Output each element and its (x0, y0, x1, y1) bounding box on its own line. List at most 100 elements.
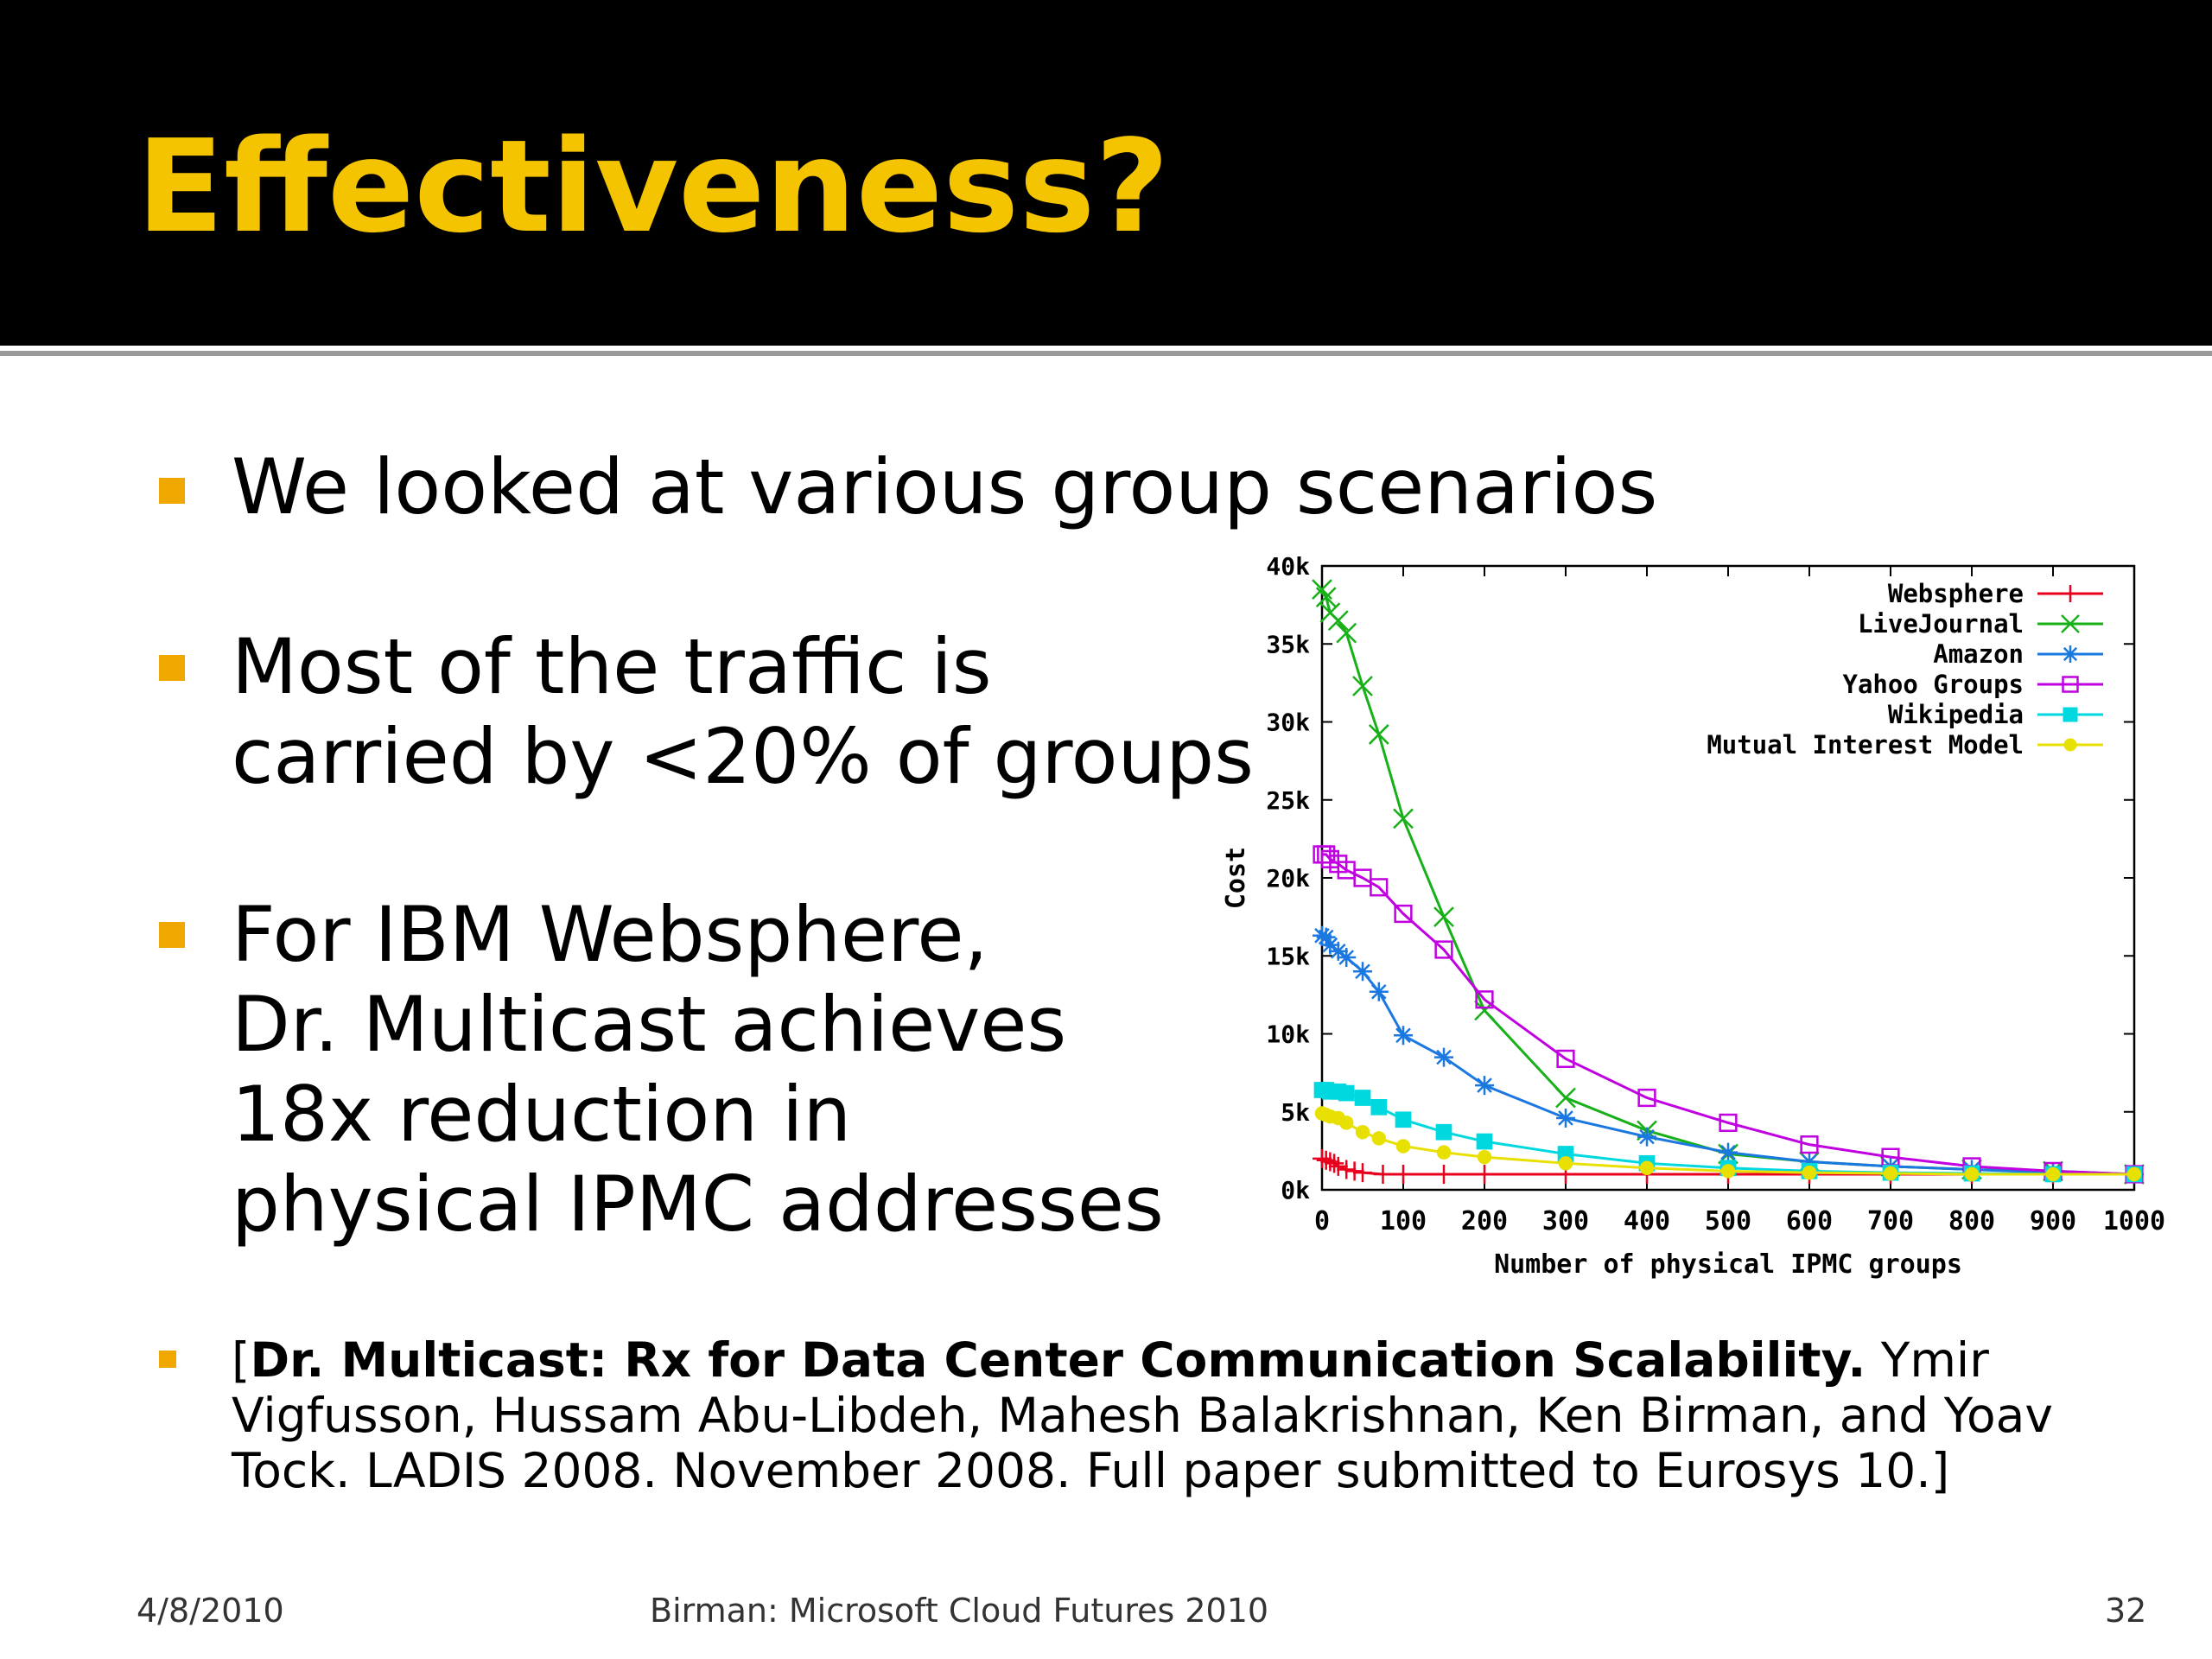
y-tick-label: 35k (1266, 630, 1310, 658)
series-5-point (1477, 1149, 1492, 1165)
series-3-point (1394, 904, 1413, 924)
series-0-point (1353, 1163, 1372, 1183)
series-3-point (1800, 1135, 1819, 1154)
x-tick-label: 400 (1624, 1206, 1670, 1236)
series-1-point (1393, 808, 1414, 830)
series-0-point (1344, 1161, 1364, 1181)
y-tick-label: 0k (1281, 1176, 1310, 1205)
series-5-point (1639, 1160, 1655, 1175)
series-3-point (1434, 940, 1453, 959)
series-2-point (1394, 1026, 1413, 1046)
bullet-3-line-1: For IBM Websphere, (232, 890, 988, 979)
x-tick-label: 600 (1786, 1206, 1833, 1236)
series-2-point (1337, 948, 1357, 968)
bullet-square-icon (159, 1351, 176, 1368)
series-3-point (1370, 878, 1389, 897)
citation-rest: Ymir Vigfusson, Hussam Abu-Libdeh, Mahes… (232, 1332, 2053, 1498)
y-tick-label: 20k (1266, 864, 1310, 893)
bullet-square-icon (159, 922, 185, 948)
series-4-point (1476, 1133, 1493, 1150)
y-tick-label: 10k (1266, 1020, 1310, 1049)
series-2-point (1475, 1076, 1494, 1096)
x-tick-label: 100 (1380, 1206, 1427, 1236)
series-2-point (1316, 927, 1336, 947)
series-0-point (1328, 1156, 1348, 1176)
bullet-1-line-1: We looked at various group scenarios (232, 442, 1658, 531)
series-0-point (1325, 1154, 1344, 1173)
series-5-point (2045, 1166, 2061, 1182)
footer-page-number: 32 (2105, 1592, 2147, 1630)
legend-label-2: Amazon (1933, 639, 2024, 669)
citation-title: Dr. Multicast: Rx for Data Center Commun… (250, 1332, 1866, 1388)
series-0-point (1434, 1164, 1453, 1184)
series-5-point (1395, 1139, 1411, 1154)
bullet-3-line-3: 18x reduction in (232, 1070, 852, 1159)
y-tick-label: 15k (1266, 942, 1310, 970)
legend-marker-3 (2062, 676, 2079, 693)
series-1-point (1315, 587, 1337, 607)
series-4-point (1338, 1084, 1355, 1102)
bullet-text-1: We looked at various group scenarios (232, 442, 1657, 532)
series-4-point (1395, 1111, 1412, 1128)
title-bar (0, 0, 2212, 346)
y-axis-label: Cost (1221, 847, 1251, 909)
legend-marker-4 (2063, 707, 2078, 722)
legend-marker-0 (2062, 585, 2079, 602)
series-2-point (1556, 1108, 1575, 1128)
y-tick-label: 40k (1266, 552, 1310, 581)
series-0-point (1337, 1160, 1357, 1179)
x-tick-label: 300 (1542, 1206, 1589, 1236)
x-tick-label: 500 (1705, 1206, 1751, 1236)
y-tick-label: 5k (1281, 1098, 1310, 1127)
series-4-point (1435, 1123, 1452, 1141)
series-line-3 (1322, 853, 2135, 1176)
legend-label-4: Wikipedia (1888, 700, 2024, 729)
x-axis-label: Number of physical IPMC groups (1494, 1249, 1962, 1280)
series-3-point (1719, 1113, 1738, 1132)
series-1-point (1433, 906, 1454, 928)
series-2-point (1434, 1047, 1453, 1067)
series-5-point (1436, 1145, 1452, 1160)
cost-chart: 0 100 200 300 400 500 600 700 800 900 1000 0k 5k 10k 1… (1221, 552, 2165, 1280)
x-tick-label: 1000 (2103, 1206, 2165, 1236)
series-5-point (1883, 1166, 1898, 1181)
series-5-point (1338, 1116, 1354, 1130)
legend-marker-5 (2063, 738, 2077, 752)
series-0-point (1394, 1164, 1413, 1184)
legend-marker-1 (2061, 614, 2080, 633)
series-0-point (1373, 1164, 1393, 1184)
series-5-point (1720, 1164, 1736, 1179)
series-0-point (1320, 1152, 1340, 1172)
footer-date: 4/8/2010 (137, 1592, 284, 1630)
series-3-point (1556, 1049, 1575, 1068)
series-2-point (1637, 1127, 1656, 1147)
bullet-text-2: Most of the traffic is carried by <20% o… (232, 622, 1254, 802)
header-rule-gray (0, 351, 2212, 356)
bullet-3-line-4: physical IPMC addresses (232, 1160, 1164, 1249)
legend-label-0: Websphere (1888, 579, 2024, 608)
citation: [Dr. Multicast: Rx for Data Center Commu… (232, 1332, 2115, 1498)
series-2-point (1320, 935, 1340, 955)
series-4-point (1354, 1090, 1371, 1106)
series-2-point (1313, 925, 1332, 945)
legend-label-1: LiveJournal (1858, 609, 2024, 639)
series-2-point (1800, 1152, 1819, 1172)
bullet-3-line-2: Dr. Multicast achieves (232, 980, 1067, 1069)
citation-open: [ (232, 1332, 251, 1388)
x-tick-label: 900 (2030, 1206, 2076, 1236)
series-2-point (1719, 1142, 1738, 1162)
series-3-point (1353, 868, 1372, 887)
series-0-point (1316, 1150, 1336, 1170)
bullet-text-3: For IBM Websphere, Dr. Multicast achieve… (232, 890, 1164, 1249)
series-1-point (1327, 610, 1349, 632)
bullet-square-icon (159, 478, 185, 504)
x-tick-label: 700 (1867, 1206, 1914, 1236)
legend-label-5: Mutual Interest Model (1707, 730, 2024, 760)
x-tick-label: 800 (1948, 1206, 1995, 1236)
series-2-point (1328, 941, 1348, 961)
series-1-point (1368, 724, 1389, 745)
bullet-2-line-1: Most of the traffic is (232, 622, 992, 711)
series-3-point (1317, 845, 1336, 864)
series-5-point (1558, 1156, 1573, 1171)
header-rule-white (0, 346, 2212, 351)
